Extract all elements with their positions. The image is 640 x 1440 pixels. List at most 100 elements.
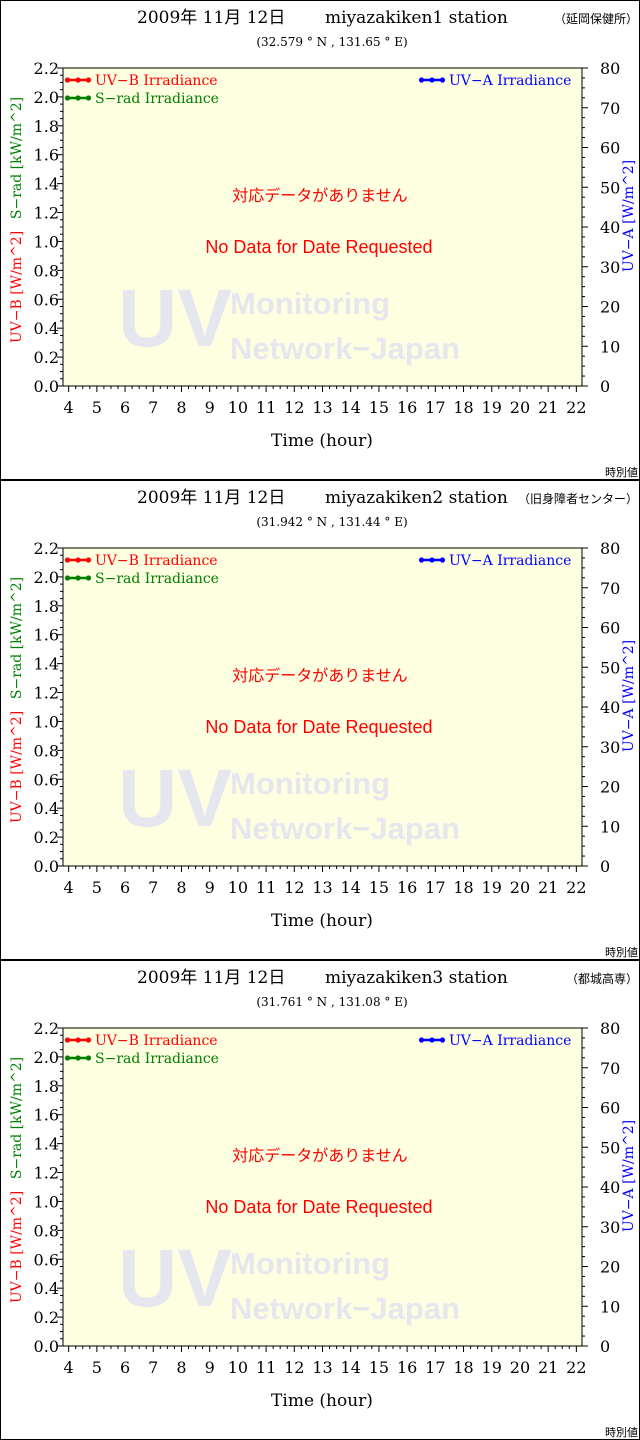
- chart-svg: 2009年 11月 12日 miyazakiken1 station （延岡保健所）…: [0, 0, 640, 480]
- x-tick-label: 19: [482, 1358, 502, 1377]
- y-left-tick-label: 1.8: [34, 1077, 59, 1096]
- watermark-line1: Monitoring: [230, 766, 390, 801]
- x-tick-label: 13: [312, 878, 332, 897]
- x-tick-label: 9: [205, 1358, 215, 1377]
- y-right-tick-label: 30: [600, 258, 620, 277]
- watermark-line1: Monitoring: [230, 1246, 390, 1281]
- watermark-line1: Monitoring: [230, 286, 390, 321]
- y-left-tick-label: 0.4: [34, 319, 59, 338]
- chart-coords: (32.579 ° N , 131.65 ° E): [256, 35, 407, 49]
- watermark-uv: UV: [118, 273, 232, 364]
- y-left-tick-label: 0.2: [34, 828, 59, 847]
- x-tick-label: 22: [566, 878, 586, 897]
- chart-date: 2009年 11月 12日: [137, 488, 285, 508]
- y-right-tick-label: 20: [600, 1258, 620, 1277]
- uvb-legend-marker: [75, 1037, 81, 1043]
- x-tick-label: 4: [64, 398, 74, 417]
- y-right-tick-label: 10: [600, 1297, 620, 1316]
- plot-area: [62, 547, 583, 867]
- x-tick-label: 12: [284, 398, 304, 417]
- x-tick-label: 22: [566, 1358, 586, 1377]
- no-data-message-jp: 対応データがありません: [232, 186, 408, 205]
- uvb-legend-label: UV−B Irradiance: [95, 1033, 218, 1049]
- y-right-tick-label: 20: [600, 778, 620, 797]
- y-right-tick-label: 30: [600, 1218, 620, 1237]
- x-tick-label: 4: [64, 1358, 74, 1377]
- chart-station: miyazakiken3 station: [325, 968, 508, 988]
- uva-legend-marker: [429, 557, 435, 563]
- y-right-tick-label: 80: [600, 1019, 620, 1038]
- y-right-tick-label: 40: [600, 1178, 620, 1197]
- plot-area: [62, 1027, 583, 1347]
- y-right-tick-label: 80: [600, 59, 620, 78]
- uva-legend-marker: [439, 1037, 446, 1043]
- x-tick-label: 17: [425, 1358, 445, 1377]
- y-left-tick-label: 0.4: [34, 1279, 59, 1298]
- x-tick-label: 5: [92, 1358, 102, 1377]
- uva-legend-marker: [418, 557, 425, 563]
- uva-legend-label: UV−A Irradiance: [449, 1033, 571, 1049]
- uvb-legend-marker: [64, 77, 71, 83]
- x-tick-label: 6: [120, 398, 130, 417]
- srad-legend-label: S−rad Irradiance: [95, 1051, 219, 1067]
- y-left-tick-label: 2.2: [34, 539, 59, 558]
- y-left-tick-label: 1.2: [34, 684, 59, 703]
- y-left-tick-label: 2.2: [34, 1019, 59, 1038]
- x-tick-label: 18: [453, 1358, 473, 1377]
- no-data-message-en: No Data for Date Requested: [205, 237, 432, 257]
- x-axis-label: Time (hour): [271, 911, 373, 931]
- x-tick-label: 6: [120, 878, 130, 897]
- srad-legend-marker: [64, 575, 71, 581]
- x-tick-label: 5: [92, 878, 102, 897]
- uvb-legend-label: UV−B Irradiance: [95, 73, 218, 89]
- y-left-tick-label: 0.0: [34, 857, 59, 876]
- no-data-message-en: No Data for Date Requested: [205, 1197, 432, 1217]
- x-tick-label: 21: [538, 398, 558, 417]
- y-left-tick-label: 1.2: [34, 204, 59, 223]
- x-axis-label: Time (hour): [271, 1391, 373, 1411]
- y-left-tick-label: 1.6: [34, 626, 59, 645]
- chart-coords: (31.761 ° N , 131.08 ° E): [256, 995, 407, 1009]
- y-left-axis-label-srad: S−rad [kW/m^2]: [9, 1057, 25, 1179]
- x-tick-label: 11: [256, 398, 276, 417]
- x-tick-label: 5: [92, 398, 102, 417]
- x-tick-label: 6: [120, 1358, 130, 1377]
- uva-legend-marker: [418, 77, 425, 83]
- chart-date: 2009年 11月 12日: [137, 968, 285, 988]
- srad-legend-label: S−rad Irradiance: [95, 571, 219, 587]
- srad-legend-marker: [85, 575, 92, 581]
- y-right-axis-label: UV−A [W/m^2]: [621, 1120, 637, 1232]
- y-left-tick-label: 1.4: [34, 175, 59, 194]
- uva-legend-marker: [429, 77, 435, 83]
- y-right-tick-label: 10: [600, 817, 620, 836]
- y-left-axis-label-uvb: UV−B [W/m^2]: [9, 1191, 25, 1303]
- y-left-tick-label: 0.4: [34, 799, 59, 818]
- y-right-tick-label: 50: [600, 178, 620, 197]
- chart-station-jp: （都城高専）: [566, 971, 638, 986]
- y-left-tick-label: 0.6: [34, 1250, 59, 1269]
- chart-svg: 2009年 11月 12日 miyazakiken2 station （旧身障者セン…: [0, 480, 640, 960]
- y-left-tick-label: 1.8: [34, 117, 59, 136]
- y-left-tick-label: 0.0: [34, 377, 59, 396]
- x-tick-label: 13: [312, 1358, 332, 1377]
- x-tick-label: 8: [176, 1358, 186, 1377]
- y-right-tick-label: 40: [600, 218, 620, 237]
- x-tick-label: 7: [148, 1358, 158, 1377]
- x-tick-label: 18: [453, 398, 473, 417]
- watermark-line2: Network−Japan: [230, 331, 460, 366]
- y-left-tick-label: 2.2: [34, 59, 59, 78]
- y-right-tick-label: 0: [600, 377, 610, 396]
- chart-footer: 時別値: [605, 946, 638, 959]
- x-tick-label: 7: [148, 398, 158, 417]
- y-left-tick-label: 1.4: [34, 655, 59, 674]
- y-right-tick-label: 40: [600, 698, 620, 717]
- srad-legend-marker: [75, 95, 81, 101]
- y-left-axis-label-uvb: UV−B [W/m^2]: [9, 231, 25, 343]
- x-tick-label: 20: [510, 398, 530, 417]
- srad-legend-marker: [85, 1055, 92, 1061]
- uva-legend-marker: [439, 77, 446, 83]
- y-right-tick-label: 0: [600, 857, 610, 876]
- chart-station: miyazakiken2 station: [325, 488, 508, 508]
- x-tick-label: 4: [64, 878, 74, 897]
- y-left-axis-label-srad: S−rad [kW/m^2]: [9, 97, 25, 219]
